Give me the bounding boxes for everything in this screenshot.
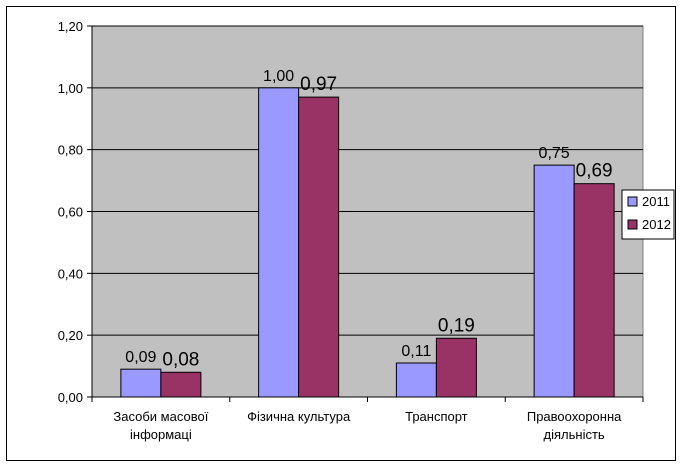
bar-2011 — [258, 87, 300, 398]
y-tick-label: 0,60 — [58, 205, 83, 220]
data-label-2012: 0,19 — [438, 315, 475, 336]
legend-swatch-2011 — [627, 196, 638, 207]
category-label: діяльність — [544, 427, 605, 442]
data-label-2012: 0,97 — [300, 74, 337, 95]
category-label: Транспорт — [405, 409, 468, 424]
category-label: інформаці — [130, 427, 192, 442]
data-label-2011: 0,09 — [125, 349, 156, 366]
category-label: Засоби масової — [113, 409, 208, 424]
y-tick-label: 1,20 — [58, 19, 83, 34]
data-label-2012: 0,08 — [162, 349, 199, 370]
legend-swatch-2012 — [627, 219, 638, 230]
y-tick-label: 0,00 — [58, 390, 83, 405]
bar-2011 — [395, 362, 437, 398]
y-tick-label: 1,00 — [58, 81, 83, 96]
data-label-2011: 0,11 — [401, 343, 431, 360]
data-label-2012: 0,69 — [576, 161, 613, 182]
bar-2012 — [298, 96, 340, 398]
y-tick-label: 0,80 — [58, 143, 83, 158]
legend-label-2011: 2011 — [642, 194, 670, 209]
legend-label-2012: 2012 — [642, 217, 671, 232]
y-tick-label: 0,40 — [58, 266, 83, 281]
y-tick-label: 0,20 — [58, 328, 83, 343]
category-label: Правоохоронна — [527, 409, 622, 424]
bar-2012 — [573, 183, 615, 398]
bar-2012 — [435, 337, 477, 398]
bar-2012 — [160, 371, 202, 398]
category-label: Фізична культура — [247, 409, 351, 424]
data-label-2011: 1,00 — [263, 68, 294, 85]
bar-2011 — [120, 368, 162, 398]
data-label-2011: 0,75 — [539, 145, 570, 162]
bar-2011 — [533, 164, 575, 398]
